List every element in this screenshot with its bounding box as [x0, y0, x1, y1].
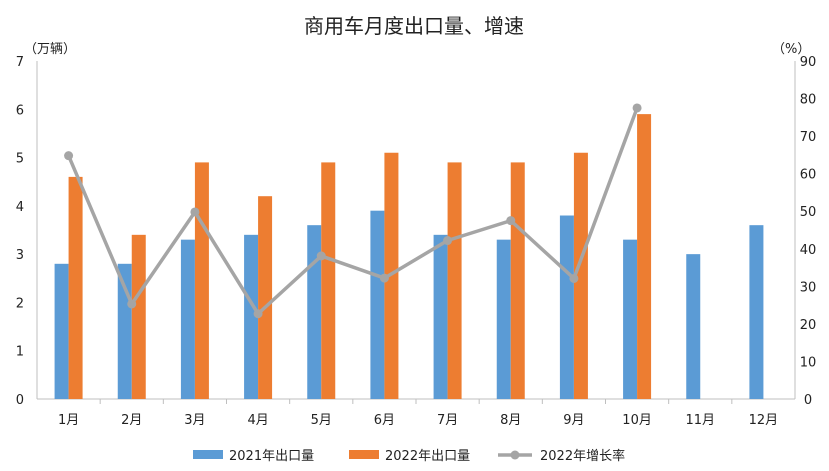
x-tick-label: 5月: [311, 413, 332, 428]
growth-point-8: [506, 216, 516, 226]
y-right-tick-label: 10: [800, 355, 817, 370]
legend-label: 2022年增长率: [540, 448, 625, 464]
y-left-tick-label: 1: [16, 345, 24, 360]
y-right-tick-label: 0: [804, 393, 812, 408]
y-left-tick-label: 5: [16, 152, 24, 167]
x-tick-label: 2月: [121, 413, 142, 428]
bar-2021-4: [244, 234, 259, 399]
bar-2021-3: [180, 239, 195, 399]
right-axis-unit: （%）: [772, 42, 810, 57]
bar-2022-9: [573, 152, 588, 399]
x-tick-label: 4月: [247, 413, 268, 428]
bar-2021-12: [749, 225, 764, 399]
y-right-tick-label: 60: [800, 168, 817, 183]
bar-2022-5: [321, 162, 336, 399]
legend-label: 2022年出口量: [385, 449, 470, 464]
bar-2022-2: [131, 234, 146, 399]
bar-2021-8: [496, 239, 511, 399]
growth-point-10: [632, 103, 642, 113]
y-right-tick-label: 30: [800, 280, 817, 295]
bar-2022-1: [68, 176, 83, 399]
growth-line-path: [66, 107, 639, 316]
x-tick-label: 12月: [749, 413, 779, 428]
chart-title: 商用车月度出口量、增速: [304, 14, 524, 38]
growth-point-2: [127, 299, 137, 309]
x-tick-label: 8月: [500, 413, 521, 428]
y-right-tick-label: 40: [800, 243, 817, 258]
x-tick-label: 6月: [374, 413, 395, 428]
y-right-tick-label: 20: [800, 318, 817, 333]
growth-point-5: [316, 251, 326, 261]
y-left-tick-label: 3: [16, 248, 24, 263]
bar-2021-6: [370, 210, 385, 399]
bar-2021-7: [433, 234, 448, 399]
growth-point-9: [569, 273, 579, 283]
bar-2022-3: [194, 162, 209, 399]
legend-label: 2021年出口量: [229, 449, 314, 464]
x-tick-label: 9月: [563, 413, 584, 428]
bar-2022-7: [447, 162, 462, 399]
y-right-tick-label: 70: [800, 130, 817, 145]
bar-2021-10: [623, 239, 638, 399]
y-right-tick-label: 50: [800, 205, 817, 220]
y-left-tick-label: 4: [16, 200, 24, 215]
bar-2022-4: [258, 196, 273, 399]
legend-swatch: [193, 450, 223, 459]
left-axis-unit: （万辆）: [24, 42, 76, 57]
x-tick-label: 3月: [184, 413, 205, 428]
y-left-tick-label: 0: [16, 393, 24, 408]
bar-2021-9: [559, 215, 574, 399]
y-left-tick-label: 6: [16, 103, 24, 118]
growth-point-6: [379, 273, 389, 283]
x-tick-label: 10月: [622, 413, 652, 428]
legend: 2021年出口量 2022年出口量 2022年增长率: [193, 448, 625, 464]
growth-line: [64, 103, 642, 319]
legend-marker: [510, 450, 520, 460]
growth-point-1: [64, 151, 74, 161]
growth-point-3: [190, 207, 200, 217]
growth-point-4: [253, 309, 263, 319]
y-left-tick-label: 7: [16, 55, 24, 70]
bar-2022-10: [637, 114, 652, 399]
bar-2021-1: [54, 263, 69, 399]
bars: [54, 114, 764, 399]
x-tick-label: 11月: [685, 413, 715, 428]
x-tick-label: 1月: [58, 413, 79, 428]
legend-swatch: [349, 450, 379, 459]
y-right-tick-label: 80: [800, 93, 817, 108]
y-right-tick-label: 90: [800, 55, 817, 70]
growth-point-7: [443, 236, 453, 246]
x-tick-label: 7月: [437, 413, 458, 428]
bar-2021-11: [686, 254, 701, 399]
y-left-tick-label: 2: [16, 296, 24, 311]
bar-2021-5: [307, 225, 322, 399]
bar-2022-8: [510, 162, 525, 399]
